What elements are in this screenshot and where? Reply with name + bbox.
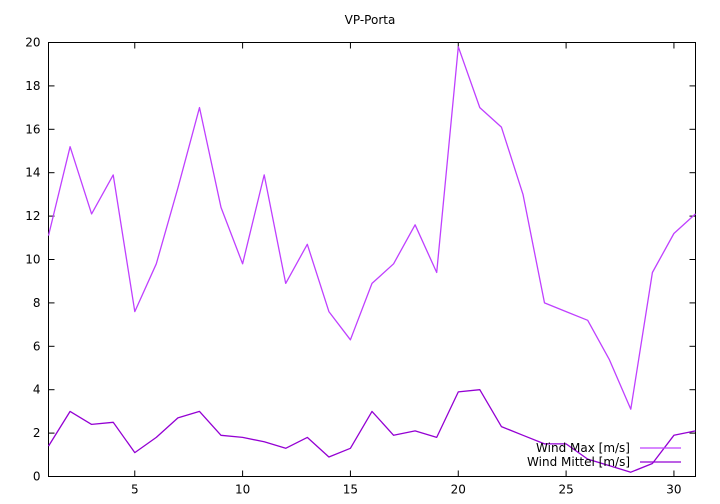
chart-title: VP-Porta [345, 13, 396, 27]
y-tick-label: 0 [33, 470, 41, 484]
axis-ticks: 0 2 4 6 8 10 12 14 16 18 20 5 10 15 20 25 30 [25, 36, 696, 497]
y-tick-label: 2 [33, 426, 41, 440]
y-tick-label: 8 [33, 296, 41, 310]
y-tick-label: 4 [33, 383, 41, 397]
x-tick-label: 10 [235, 483, 250, 497]
y-tick-label: 16 [25, 122, 40, 136]
x-tick-label: 30 [666, 483, 681, 497]
x-tick-label: 25 [558, 483, 573, 497]
x-tick-label: 20 [451, 483, 466, 497]
legend: Wind Max [m/s]Wind Mittel [m/s] [527, 441, 681, 469]
y-tick-label: 10 [25, 253, 40, 267]
x-tick-label: 5 [131, 483, 139, 497]
x-tick-label: 15 [343, 483, 358, 497]
y-tick-label: 14 [25, 166, 40, 180]
legend-label: Wind Max [m/s] [536, 441, 630, 455]
y-tick-label: 18 [25, 79, 40, 93]
series-lines [47, 46, 696, 473]
legend-label: Wind Mittel [m/s] [527, 455, 630, 469]
series-line-0 [47, 46, 696, 410]
y-tick-label: 20 [25, 36, 40, 50]
y-tick-label: 12 [25, 209, 40, 223]
series-line-1 [47, 389, 696, 473]
y-tick-label: 6 [33, 339, 41, 353]
